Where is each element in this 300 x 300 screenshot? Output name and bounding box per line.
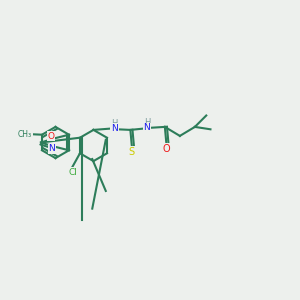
Text: O: O bbox=[48, 132, 55, 141]
Text: H: H bbox=[144, 118, 150, 127]
Text: N: N bbox=[111, 124, 118, 133]
Text: N: N bbox=[143, 123, 150, 132]
Text: O: O bbox=[163, 144, 170, 154]
Text: Cl: Cl bbox=[68, 168, 77, 177]
Text: S: S bbox=[129, 147, 135, 157]
Text: CH₃: CH₃ bbox=[18, 130, 32, 139]
Text: N: N bbox=[48, 144, 55, 153]
Text: H: H bbox=[111, 119, 118, 128]
